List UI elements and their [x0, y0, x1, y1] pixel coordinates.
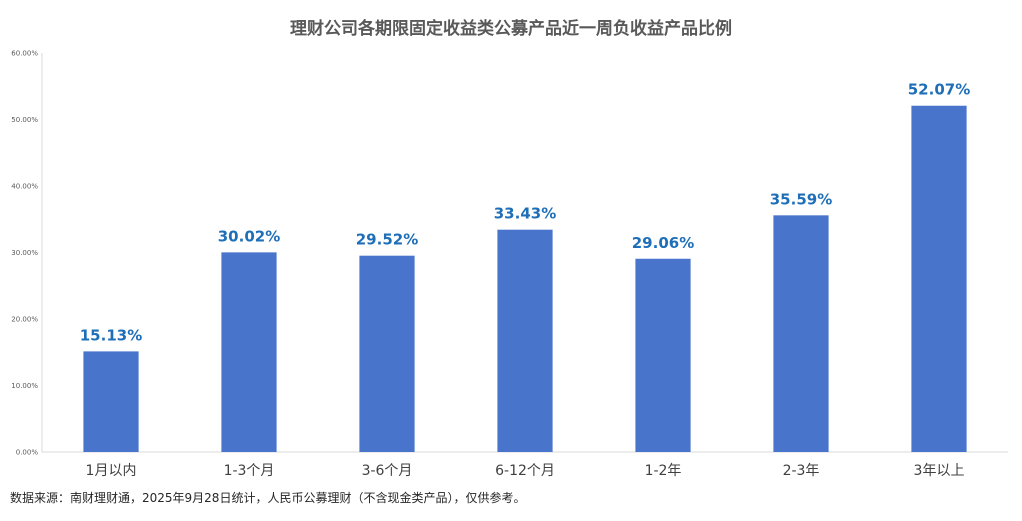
- source-note: 数据来源：南财理财通，2025年9月28日统计，人民币公募理财（不含现金类产品）…: [10, 491, 526, 505]
- y-tick-label: 10.00%: [11, 382, 38, 390]
- data-labels-group: 15.13% 30.02% 29.52% 33.43% 29.06% 35.59% 52.0…: [80, 81, 970, 345]
- bar: [911, 105, 967, 452]
- category-label: 1月以内: [86, 463, 137, 479]
- bar: [83, 351, 139, 452]
- bar: [497, 229, 553, 452]
- y-axis-ticks: 0.00% 10.00% 20.00% 30.00% 40.00% 50.00% 60.00…: [11, 50, 38, 457]
- data-label: 29.06%: [632, 234, 694, 252]
- bar: [773, 215, 829, 452]
- y-tick-label: 40.00%: [11, 183, 38, 191]
- category-label: 1-2年: [645, 463, 682, 479]
- y-tick-label: 60.00%: [11, 50, 38, 58]
- data-label: 35.59%: [770, 190, 832, 208]
- data-label: 52.07%: [908, 81, 970, 99]
- data-label: 15.13%: [80, 326, 142, 344]
- bar: [359, 255, 415, 452]
- y-tick-label: 30.00%: [11, 249, 38, 257]
- y-tick-label: 20.00%: [11, 316, 38, 324]
- category-label: 6-12个月: [495, 463, 555, 479]
- bar: [221, 252, 277, 452]
- bars-group: [83, 105, 967, 452]
- category-label: 2-3年: [783, 463, 820, 479]
- y-tick-label: 0.00%: [16, 449, 39, 457]
- category-label: 3-6个月: [362, 463, 413, 479]
- chart-title: 理财公司各期限固定收益类公募产品近一周负收益产品比例: [290, 19, 732, 39]
- data-label: 30.02%: [218, 227, 280, 245]
- category-label: 3年以上: [914, 463, 965, 479]
- category-labels-group: 1月以内 1-3个月 3-6个月 6-12个月 1-2年 2-3年 3年以上: [86, 463, 965, 479]
- category-label: 1-3个月: [224, 463, 275, 479]
- data-label: 29.52%: [356, 231, 418, 249]
- y-tick-label: 50.00%: [11, 116, 38, 124]
- data-label: 33.43%: [494, 205, 556, 223]
- bar: [635, 258, 691, 452]
